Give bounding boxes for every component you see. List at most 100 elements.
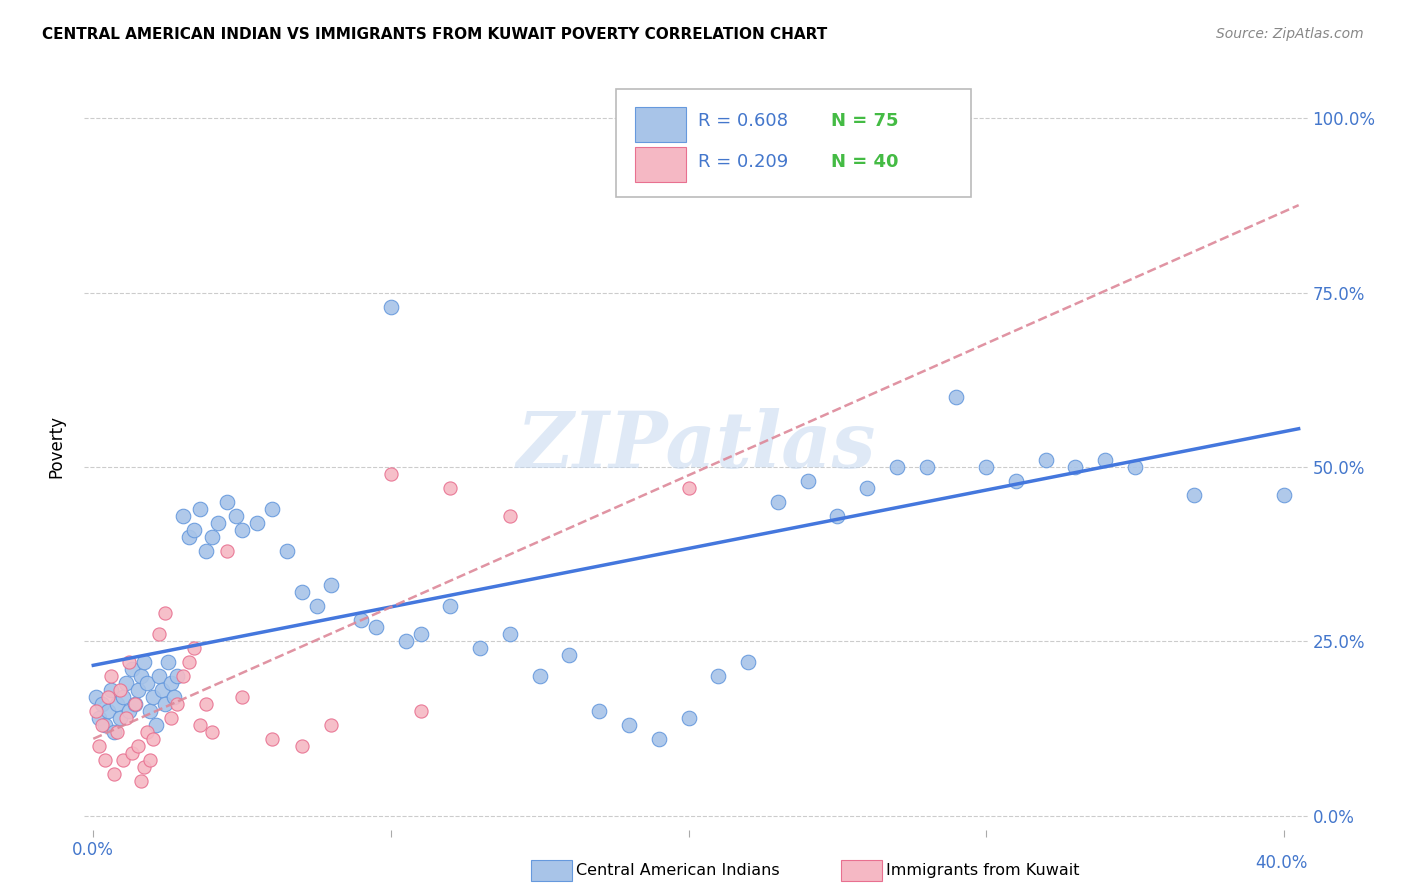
Point (195, 543, 218, 558)
Point (499, 627, 522, 641)
Point (291, 585, 314, 599)
Point (121, 746, 143, 760)
Point (112, 753, 135, 767)
Point (129, 669, 152, 683)
Point (142, 690, 165, 704)
Text: Immigrants from Kuwait: Immigrants from Kuwait (886, 863, 1080, 878)
Point (159, 676, 181, 690)
Point (145, 718, 167, 732)
Point (1184, 488, 1206, 502)
Point (856, 481, 879, 495)
Point (321, 718, 343, 732)
Point (108, 711, 131, 725)
Point (1094, 453, 1116, 467)
Point (321, 578, 343, 592)
Point (558, 648, 581, 663)
Text: R = 0.209: R = 0.209 (699, 153, 789, 171)
Point (177, 655, 200, 669)
Point (156, 655, 179, 669)
Point (135, 676, 157, 690)
Point (94, 753, 117, 767)
Point (915, 459, 938, 474)
Point (148, 669, 170, 683)
Point (89, 739, 111, 753)
Point (648, 731, 671, 746)
Point (127, 683, 149, 698)
Point (276, 543, 298, 558)
Point (796, 474, 818, 488)
Point (142, 731, 165, 746)
Point (91, 718, 114, 732)
Point (183, 641, 205, 656)
Point (153, 607, 176, 621)
Text: Source: ZipAtlas.com: Source: ZipAtlas.com (1216, 27, 1364, 41)
Point (84, 690, 107, 704)
Text: R = 0.608: R = 0.608 (699, 112, 789, 130)
Point (678, 481, 700, 495)
Point (380, 300, 402, 314)
Point (118, 704, 141, 718)
Point (395, 634, 418, 648)
Point (409, 627, 432, 641)
Point (172, 508, 194, 523)
Point (183, 523, 205, 537)
Point (1005, 474, 1028, 488)
Point (588, 704, 610, 718)
Text: ZIPatlas: ZIPatlas (516, 408, 876, 484)
Point (260, 731, 283, 746)
Point (103, 725, 125, 739)
Point (84, 704, 107, 718)
Point (105, 697, 128, 711)
Point (105, 725, 128, 739)
Y-axis label: Poverty: Poverty (48, 415, 66, 477)
Point (945, 146, 967, 161)
Point (207, 516, 229, 530)
Text: N = 75: N = 75 (831, 112, 898, 130)
Point (260, 501, 283, 516)
Point (139, 704, 162, 718)
Point (124, 697, 146, 711)
Point (103, 766, 125, 780)
Point (380, 467, 402, 481)
Point (470, 641, 492, 656)
Point (163, 690, 186, 704)
Point (166, 697, 188, 711)
Point (159, 711, 181, 725)
Point (132, 760, 155, 774)
Point (100, 669, 122, 683)
Point (201, 725, 224, 739)
Point (115, 676, 138, 690)
Point (190, 718, 212, 732)
Text: CENTRAL AMERICAN INDIAN VS IMMIGRANTS FROM KUWAIT POVERTY CORRELATION CHART: CENTRAL AMERICAN INDIAN VS IMMIGRANTS FR… (42, 27, 827, 42)
Point (100, 683, 122, 698)
Point (94, 718, 117, 732)
FancyBboxPatch shape (616, 89, 972, 197)
Point (766, 495, 789, 509)
Point (291, 739, 314, 753)
Point (129, 773, 152, 788)
Point (1064, 459, 1087, 474)
Point (148, 627, 170, 641)
Point (246, 516, 269, 530)
Point (974, 459, 997, 474)
Point (439, 481, 461, 495)
Point (364, 620, 387, 634)
Point (89, 711, 111, 725)
Point (350, 613, 373, 627)
Point (678, 711, 700, 725)
Point (139, 753, 162, 767)
Point (172, 669, 194, 683)
Point (529, 669, 551, 683)
FancyBboxPatch shape (636, 107, 686, 142)
Point (707, 669, 730, 683)
Text: N = 40: N = 40 (831, 153, 898, 171)
Point (118, 655, 141, 669)
Point (97, 704, 120, 718)
Point (135, 725, 157, 739)
Point (190, 501, 212, 516)
Point (827, 508, 849, 523)
Point (945, 390, 967, 404)
Point (195, 697, 218, 711)
Text: Central American Indians: Central American Indians (576, 863, 780, 878)
Point (132, 655, 155, 669)
